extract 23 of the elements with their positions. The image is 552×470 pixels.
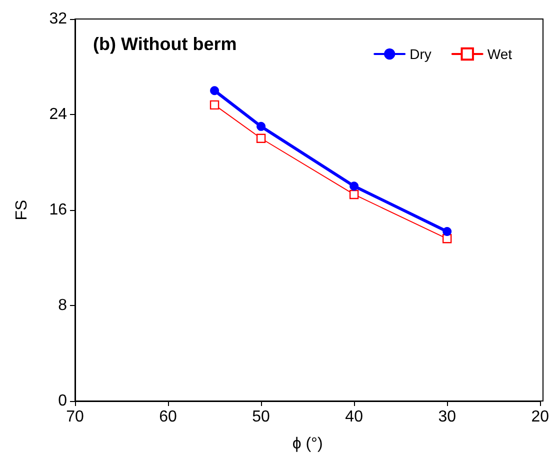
point bbox=[256, 134, 266, 143]
point bbox=[442, 226, 452, 236]
y-tick-label: 0 bbox=[58, 392, 68, 410]
x-tick-label: 50 bbox=[252, 408, 270, 426]
y-tick-label: 16 bbox=[49, 202, 68, 218]
y-axis-title: FS bbox=[14, 200, 30, 220]
point bbox=[256, 122, 266, 131]
x-tick-label: 70 bbox=[66, 408, 84, 426]
legend-label: Wet bbox=[487, 46, 512, 62]
point bbox=[210, 86, 220, 96]
x-axis-title: ϕ (°) bbox=[292, 436, 323, 452]
y-tick-label: 24 bbox=[49, 106, 68, 123]
point bbox=[350, 182, 359, 191]
legend-label: Dry bbox=[410, 46, 432, 62]
x-tick-label: 30 bbox=[438, 408, 456, 426]
x-tick-label: 40 bbox=[345, 408, 364, 426]
y-tick-label: 8 bbox=[58, 297, 68, 314]
text: (b) Without berm bbox=[93, 34, 237, 54]
y-tick-label: 32 bbox=[49, 10, 68, 28]
x-tick-label: 60 bbox=[159, 408, 178, 426]
point bbox=[349, 190, 359, 200]
x-tick-label: 20 bbox=[531, 408, 550, 426]
point bbox=[210, 100, 220, 110]
